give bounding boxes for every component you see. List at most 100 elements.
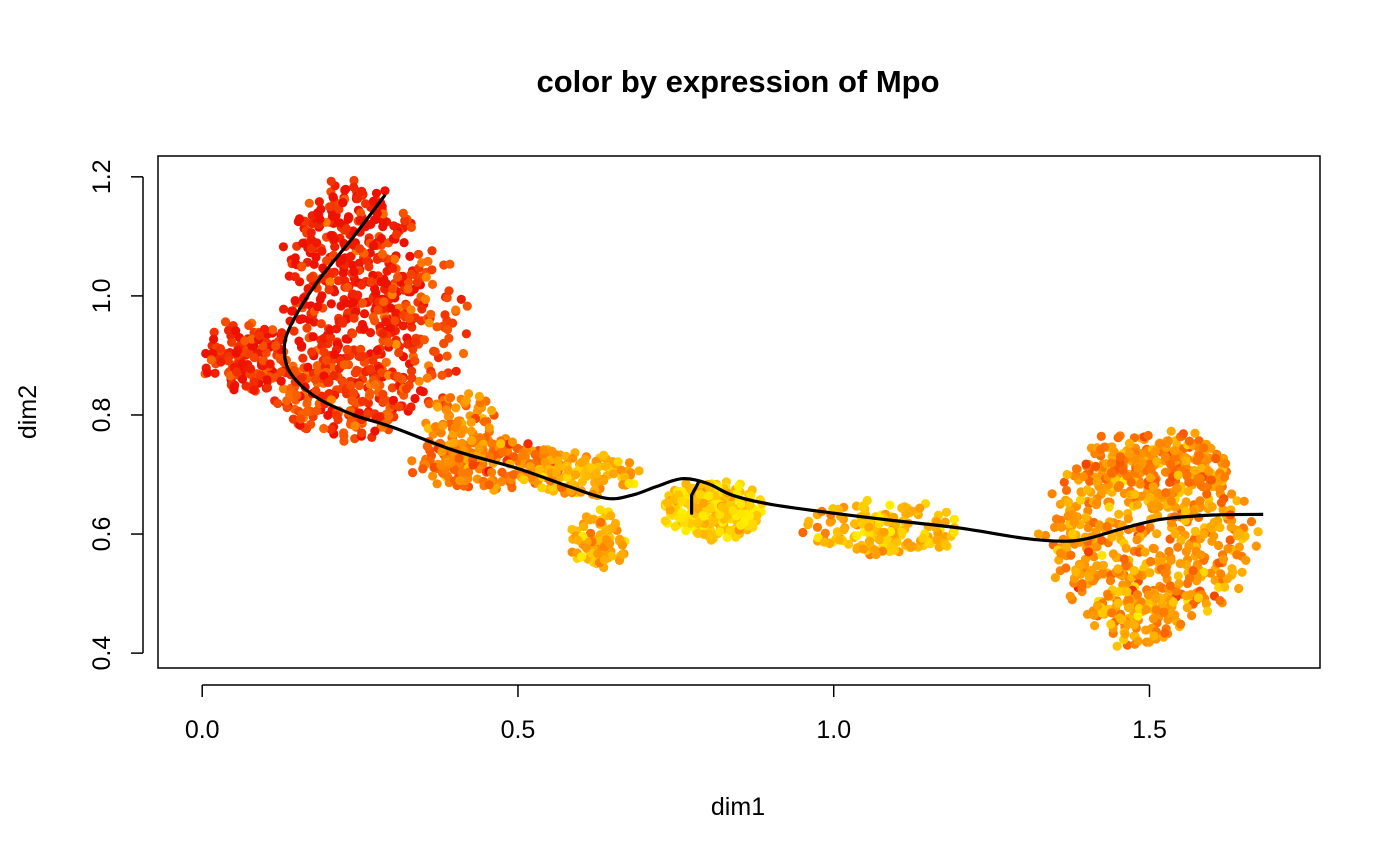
- data-point: [278, 242, 288, 252]
- data-point: [1132, 590, 1142, 600]
- data-point: [427, 279, 438, 289]
- data-point: [254, 330, 265, 341]
- data-point: [523, 439, 533, 449]
- data-point: [591, 469, 602, 479]
- data-point: [356, 352, 366, 362]
- data-point: [879, 527, 889, 537]
- data-point: [599, 555, 610, 565]
- data-point: [314, 197, 324, 207]
- data-point: [271, 341, 281, 351]
- data-point: [1141, 604, 1151, 615]
- data-point: [417, 304, 427, 314]
- data-point: [215, 344, 225, 354]
- data-point: [525, 462, 535, 472]
- data-point: [342, 282, 353, 292]
- data-point: [507, 437, 518, 447]
- data-point: [905, 507, 915, 518]
- data-point: [1190, 526, 1200, 537]
- data-point: [410, 356, 420, 366]
- data-point: [1115, 452, 1126, 462]
- data-point: [333, 276, 343, 286]
- data-point: [418, 464, 428, 474]
- data-point: [276, 367, 286, 377]
- data-point: [1166, 555, 1176, 566]
- data-point: [593, 549, 603, 559]
- data-point: [1206, 568, 1216, 578]
- data-point: [201, 348, 211, 359]
- data-point: [487, 467, 497, 477]
- data-point: [1239, 496, 1249, 506]
- data-point: [1098, 560, 1108, 570]
- data-point: [1152, 456, 1162, 466]
- data-point: [370, 316, 380, 326]
- data-point: [277, 328, 287, 338]
- data-point: [745, 500, 755, 510]
- data-point: [839, 525, 849, 535]
- data-point: [209, 334, 219, 344]
- y-axis-label: dim2: [14, 385, 42, 439]
- data-point: [1206, 522, 1216, 532]
- data-point: [326, 424, 336, 435]
- data-point: [390, 254, 400, 264]
- data-point: [457, 438, 467, 448]
- data-point: [534, 464, 545, 474]
- data-point: [312, 361, 322, 371]
- data-point: [1170, 529, 1180, 539]
- data-point: [317, 291, 327, 301]
- data-point: [1241, 555, 1251, 566]
- data-point: [1081, 459, 1091, 469]
- data-point: [421, 272, 431, 282]
- data-point: [240, 336, 250, 346]
- data-point: [346, 380, 356, 391]
- data-point: [547, 446, 557, 456]
- data-point: [1194, 436, 1204, 446]
- data-point: [406, 269, 416, 279]
- data-point: [1132, 535, 1142, 545]
- data-point: [326, 230, 336, 241]
- data-point: [302, 323, 312, 333]
- data-point: [331, 324, 342, 334]
- data-point: [1124, 438, 1135, 448]
- data-point: [852, 531, 862, 541]
- data-point: [419, 335, 429, 345]
- data-point: [302, 399, 312, 409]
- data-point: [736, 509, 747, 519]
- data-point: [1108, 549, 1118, 559]
- data-point: [1184, 436, 1194, 446]
- data-point: [1133, 636, 1143, 646]
- data-point: [444, 286, 454, 296]
- x-tick-label: 1.0: [816, 716, 851, 744]
- data-point: [1214, 540, 1224, 551]
- data-point: [1069, 471, 1079, 481]
- data-point: [596, 517, 606, 527]
- data-point: [443, 324, 453, 335]
- data-point: [210, 368, 220, 378]
- data-point: [357, 428, 367, 438]
- data-point: [394, 348, 404, 358]
- data-point: [608, 469, 619, 479]
- data-point: [276, 376, 286, 386]
- data-point: [1071, 464, 1082, 474]
- data-point: [1087, 565, 1097, 575]
- data-point: [258, 341, 268, 351]
- data-point: [440, 310, 450, 320]
- data-point: [317, 246, 327, 256]
- data-point: [380, 186, 390, 196]
- data-point: [1196, 480, 1206, 491]
- data-point: [444, 410, 455, 421]
- data-point: [365, 388, 375, 398]
- data-point: [1234, 542, 1244, 552]
- data-point: [1182, 603, 1192, 613]
- data-point: [1226, 522, 1236, 533]
- data-point: [319, 423, 329, 434]
- data-point: [890, 545, 900, 555]
- data-point: [237, 374, 248, 384]
- data-point: [388, 395, 398, 405]
- data-point: [1047, 489, 1057, 499]
- data-point: [1155, 556, 1165, 567]
- data-point: [1125, 449, 1135, 459]
- data-point: [1081, 512, 1091, 523]
- data-point: [403, 284, 413, 294]
- data-point: [1063, 511, 1073, 521]
